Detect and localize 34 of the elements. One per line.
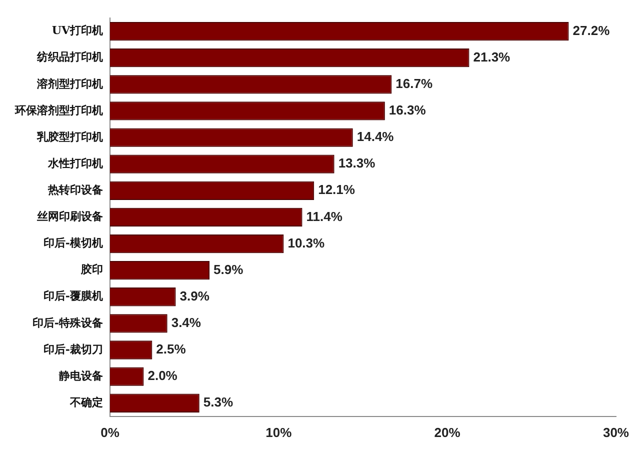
x-tick-label: 30% <box>602 424 630 440</box>
y-tick-label: 丝网印刷设备 <box>36 210 103 224</box>
data-label: 21.3% <box>473 49 511 64</box>
x-tick-label: 20% <box>434 424 461 440</box>
y-tick-label: 印后-裁切刀 <box>43 342 103 356</box>
y-tick-label: 不确定 <box>69 396 103 409</box>
y-tick-label: UV打印机 <box>52 24 103 38</box>
y-tick-label: 印后-特殊设备 <box>32 316 103 330</box>
y-tick-label: 热转印设备 <box>47 184 103 196</box>
x-tick-label: 10% <box>266 424 292 440</box>
y-tick-label: 胶印 <box>80 263 103 276</box>
data-label: 3.4% <box>171 315 202 330</box>
data-label: 13.3% <box>338 156 376 171</box>
data-label: 5.3% <box>203 394 234 410</box>
data-label: 27.2% <box>572 22 610 38</box>
data-label: 10.3% <box>288 235 326 250</box>
data-label: 2.5% <box>156 342 186 357</box>
y-tick-label: 纺织品打印机 <box>36 50 103 64</box>
data-label: 12.1% <box>318 182 356 198</box>
y-tick-label: 印后-模切机 <box>43 236 103 250</box>
data-label: 16.3% <box>388 102 426 118</box>
y-tick-label: 环保溶剂型打印机 <box>14 104 103 117</box>
y-tick-label: 水性打印机 <box>47 156 103 170</box>
data-label: 3.9% <box>180 288 210 304</box>
y-tick-label: 印后-覆膜机 <box>43 290 103 303</box>
data-label: 16.7% <box>396 76 433 91</box>
x-tick-label: 0% <box>100 424 120 440</box>
data-label: 2.0% <box>148 368 178 384</box>
data-label: 11.4% <box>306 208 343 224</box>
y-tick-label: 乳胶型打印机 <box>36 130 103 144</box>
y-tick-label: 溶剂型打印机 <box>36 77 103 90</box>
data-label: 5.9% <box>214 262 244 277</box>
y-tick-label: 静电设备 <box>58 369 103 382</box>
data-label: 14.4% <box>356 129 394 144</box>
